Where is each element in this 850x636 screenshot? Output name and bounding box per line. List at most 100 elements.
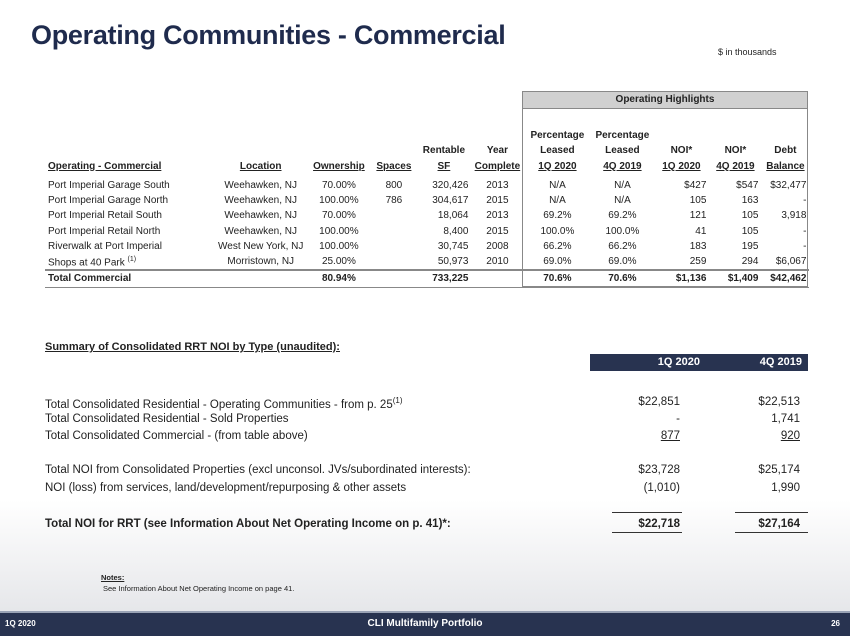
- divider: [612, 512, 682, 513]
- summary-value-1q2020: $22,851: [638, 396, 680, 408]
- cell-year: 2010: [486, 256, 509, 268]
- footnote-ref: (1): [392, 396, 403, 405]
- header-spaces: Spaces: [376, 160, 412, 172]
- summary-label: NOI (loss) from services, land/developme…: [45, 482, 407, 494]
- cell-debt: 3,918: [781, 210, 807, 222]
- cell-location: Weehawken, NJ: [224, 225, 298, 237]
- cell-sf: 50,973: [437, 256, 469, 268]
- table-row: Port Imperial Retail North Weehawken, NJ 1…: [45, 224, 809, 240]
- cell-pct2: N/A: [614, 194, 631, 206]
- cell-noi2: 195: [741, 241, 759, 253]
- summary-label: Total Consolidated Residential - Operati…: [45, 396, 403, 411]
- cell-spaces: [371, 239, 416, 255]
- header: Leased: [540, 145, 575, 156]
- summary-value-4q2019: 1,741: [771, 413, 800, 425]
- cell: $1,409: [709, 269, 762, 288]
- cell-ownership: 70.00%: [321, 210, 356, 222]
- cell-sf: 304,617: [432, 194, 469, 206]
- cell-pct1: 69.2%: [543, 210, 572, 222]
- cell-pct2: 66.2%: [608, 241, 637, 253]
- summary-label: Total NOI from Consolidated Properties (…: [45, 464, 471, 476]
- header-ownership: Ownership: [313, 160, 365, 172]
- header-name: Operating - Commercial: [48, 160, 162, 172]
- notes-heading: Notes:: [101, 573, 125, 582]
- cell-noi2: 105: [741, 225, 759, 237]
- footer: 1Q 2020 CLI Multifamily Portfolio 26: [0, 611, 850, 636]
- cell-location: Weehawken, NJ: [224, 194, 298, 206]
- cell-debt: $6,067: [775, 256, 807, 268]
- header: Year: [486, 145, 508, 156]
- summary-value-4q2019: 920: [780, 430, 800, 442]
- cell-debt: -: [803, 241, 807, 253]
- cell-noi1: 259: [689, 256, 707, 268]
- header: Rentable: [422, 145, 466, 156]
- cell-noi2: 163: [741, 194, 759, 206]
- cell: 70.6%: [523, 269, 592, 288]
- cell-year: 2015: [486, 225, 509, 237]
- cell-pct2: 69.2%: [608, 210, 637, 222]
- header-location: Location: [239, 160, 282, 172]
- cell-location: West New York, NJ: [218, 241, 304, 253]
- cell-noi2: 294: [741, 256, 759, 268]
- summary-row: Total Consolidated Residential - Sold Pr…: [45, 413, 808, 429]
- divider: [735, 532, 808, 533]
- cell: Total Commercial: [45, 269, 215, 288]
- cell-pct1: 69.0%: [543, 256, 572, 268]
- table-row: Port Imperial Retail South Weehawken, NJ 7…: [45, 208, 809, 224]
- cell-ownership: 25.00%: [321, 256, 356, 268]
- header: Leased: [605, 145, 640, 156]
- summary-row: Total Consolidated Commercial - (from ta…: [45, 430, 808, 446]
- cell-sf: 8,400: [443, 225, 469, 237]
- cell-pct1: N/A: [549, 194, 566, 206]
- cell-noi2: 105: [741, 210, 759, 222]
- summary-col1: 1Q 2020: [657, 356, 700, 368]
- header: Percentage: [595, 129, 650, 141]
- summary-label: Total Consolidated Commercial - (from ta…: [45, 430, 308, 442]
- summary-value-1q2020: 877: [660, 430, 680, 442]
- cell-ownership: 100.00%: [319, 241, 359, 253]
- cell-spaces: [371, 208, 416, 224]
- table-row: Riverwalk at Port Imperial West New York,…: [45, 239, 809, 255]
- summary-row: Total NOI for RRT (see Information About…: [45, 518, 808, 534]
- summary-value-4q2019: $22,513: [758, 396, 800, 408]
- cell-year: 2013: [486, 179, 509, 191]
- summary-value-4q2019: 1,990: [771, 482, 800, 494]
- page-title: Operating Communities - Commercial: [31, 20, 506, 50]
- cell: 70.6%: [591, 269, 654, 288]
- cell-noi1: 183: [689, 241, 707, 253]
- header-pct1: 1Q 2020: [538, 160, 577, 172]
- cell-debt: -: [803, 225, 807, 237]
- summary-header-bar: 1Q 2020 4Q 2019: [590, 354, 808, 371]
- cell-name: Riverwalk at Port Imperial: [48, 241, 162, 253]
- notes: Notes: See Information About Net Operati…: [101, 573, 294, 593]
- cell-location: Weehawken, NJ: [224, 179, 298, 191]
- table-row: Port Imperial Garage North Weehawken, NJ 1…: [45, 193, 809, 209]
- cell-debt: -: [803, 194, 807, 206]
- cell-pct2: 100.0%: [605, 225, 640, 237]
- summary-title: Summary of Consolidated RRT NOI by Type …: [45, 341, 340, 353]
- summary-value-4q2019: $27,164: [758, 518, 800, 530]
- cell-sf: 320,426: [432, 179, 469, 191]
- header-noi1: 1Q 2020: [662, 160, 701, 172]
- header-row-mid: Rentable Year Leased Leased NOI* NOI* De…: [45, 143, 809, 159]
- header-year: Complete: [474, 160, 521, 172]
- header: Debt: [774, 145, 797, 156]
- cell-sf: 18,064: [437, 210, 469, 222]
- cell-ownership: 100.00%: [319, 225, 359, 237]
- cell-pct1: 100.0%: [540, 225, 575, 237]
- cell-name: Shops at 40 Park (1): [48, 255, 137, 268]
- summary-row: Total Consolidated Residential - Operati…: [45, 396, 808, 412]
- header: NOI*: [724, 145, 747, 156]
- summary-value-4q2019: $25,174: [758, 464, 800, 476]
- cell: $1,136: [653, 269, 710, 288]
- header-pct2: 4Q 2019: [603, 160, 642, 172]
- cell-name: Port Imperial Retail North: [48, 225, 161, 237]
- divider: [735, 512, 808, 513]
- cell-pct2: 69.0%: [608, 256, 637, 268]
- cell-sf: 30,745: [437, 241, 469, 253]
- header: Percentage: [530, 129, 585, 141]
- cell-location: Weehawken, NJ: [224, 210, 298, 222]
- summary-label: Total NOI for RRT (see Information About…: [45, 518, 451, 530]
- cell-pct2: N/A: [614, 179, 631, 191]
- cell-noi2: $547: [736, 179, 759, 191]
